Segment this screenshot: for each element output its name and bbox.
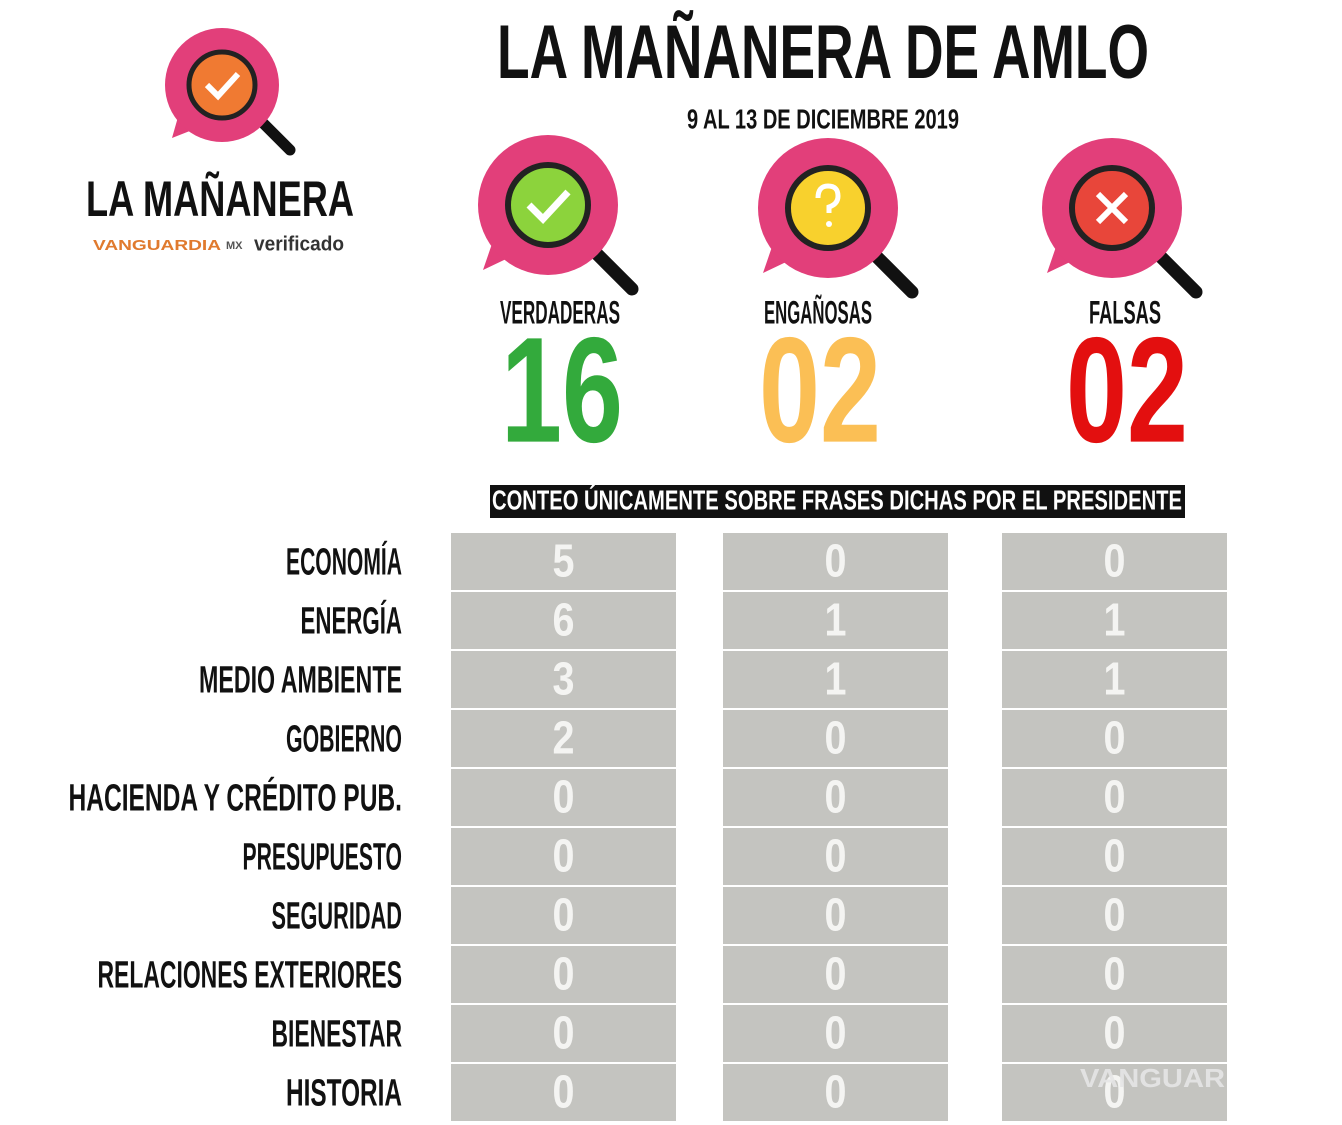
table-cell: [1002, 651, 1227, 708]
cell-value: 0: [825, 771, 847, 823]
cell-value: 0: [825, 830, 847, 882]
table-cell: [1002, 533, 1227, 590]
cell-value: 1: [1104, 594, 1126, 646]
table-cell: [1002, 710, 1227, 767]
table-cell: [451, 710, 676, 767]
logo-brand-suffix: MX: [226, 240, 243, 252]
cell-value: 0: [1104, 535, 1126, 587]
note-bar: [490, 485, 1185, 518]
cell-value: 0: [825, 889, 847, 941]
cell-value: 1: [825, 653, 847, 705]
cell-value: 1: [825, 594, 847, 646]
topic-label: SEGURIDAD: [272, 896, 403, 938]
topic-label: HISTORIA: [286, 1073, 402, 1115]
summary-count: 02: [759, 306, 881, 474]
cell-value: 0: [1104, 1066, 1126, 1118]
cell-value: 0: [1104, 712, 1126, 764]
table-cell: [723, 1064, 948, 1121]
table-cell: [1002, 769, 1227, 826]
topic-label: MEDIO AMBIENTE: [199, 660, 402, 702]
table-cell: [723, 769, 948, 826]
table-cell: [723, 710, 948, 767]
table-cell: [451, 1064, 676, 1121]
cell-value: 0: [825, 1007, 847, 1059]
cell-value: 6: [553, 594, 575, 646]
subtitle: 9 AL 13 DE DICIEMBRE 2019: [687, 103, 959, 134]
cell-value: 0: [1104, 889, 1126, 941]
table-cell: [451, 651, 676, 708]
table-cell: [451, 592, 676, 649]
misleading-icon: [758, 138, 919, 299]
table-cell: [451, 769, 676, 826]
cell-value: 5: [553, 535, 575, 587]
cell-value: 2: [553, 712, 575, 764]
table-cell: [1002, 828, 1227, 885]
cell-value: 0: [553, 1007, 575, 1059]
logo-partner: verificado: [254, 233, 344, 255]
cell-value: 0: [553, 1066, 575, 1118]
table-cell: [1002, 946, 1227, 1003]
watermark: VANGUAR: [1080, 1063, 1225, 1093]
table-cell: [723, 533, 948, 590]
table-cell: [451, 533, 676, 590]
table-cell: [451, 828, 676, 885]
topic-label: HACIENDA Y CRÉDITO PUB.: [69, 776, 403, 820]
cell-value: 0: [825, 535, 847, 587]
false-icon: [1042, 138, 1203, 299]
cell-value: 0: [1104, 948, 1126, 1000]
cell-value: 0: [825, 948, 847, 1000]
summary-count: 16: [501, 306, 623, 474]
topic-label: PRESUPUESTO: [243, 837, 403, 879]
table-cell: [723, 592, 948, 649]
cell-value: 1: [1104, 653, 1126, 705]
true-icon: [478, 135, 639, 296]
table-cell: [1002, 1064, 1227, 1121]
table-cell: [723, 828, 948, 885]
summary-count: 02: [1066, 306, 1188, 474]
note: CONTEO ÚNICAMENTE SOBRE FRASES DICHAS PO…: [492, 484, 1182, 515]
table-cell: [723, 946, 948, 1003]
table-cell: [451, 946, 676, 1003]
topic-label: ECONOMÍA: [286, 540, 402, 584]
logo-title: LA MAÑANERA: [86, 171, 354, 227]
cell-value: 0: [825, 712, 847, 764]
table-cell: [1002, 1005, 1227, 1062]
cell-value: 0: [553, 889, 575, 941]
cell-value: 0: [553, 830, 575, 882]
table-cell: [451, 1005, 676, 1062]
cell-value: 0: [553, 948, 575, 1000]
summary-label: ENGAÑOSAS: [764, 294, 872, 330]
topic-label: ENERGÍA: [301, 599, 403, 643]
topic-label: BIENESTAR: [272, 1014, 403, 1056]
table-cell: [451, 887, 676, 944]
cell-value: 0: [1104, 830, 1126, 882]
cell-value: 0: [553, 771, 575, 823]
table-cell: [1002, 592, 1227, 649]
cell-value: 0: [825, 1066, 847, 1118]
summary-label: VERDADERAS: [500, 294, 620, 330]
cell-value: 0: [1104, 771, 1126, 823]
table-cell: [723, 651, 948, 708]
topic-label: GOBIERNO: [286, 719, 402, 761]
table-cell: [723, 1005, 948, 1062]
topic-label: RELACIONES EXTERIORES: [98, 955, 403, 997]
cell-value: 3: [553, 653, 575, 705]
table-cell: [723, 887, 948, 944]
cell-value: 0: [1104, 1007, 1126, 1059]
logo-icon: [165, 28, 296, 156]
table-cell: [1002, 887, 1227, 944]
title: LA MAÑANERA DE AMLO: [497, 10, 1149, 95]
logo-brand: VANGUARDIA: [93, 237, 221, 254]
summary-label: FALSAS: [1089, 294, 1161, 330]
